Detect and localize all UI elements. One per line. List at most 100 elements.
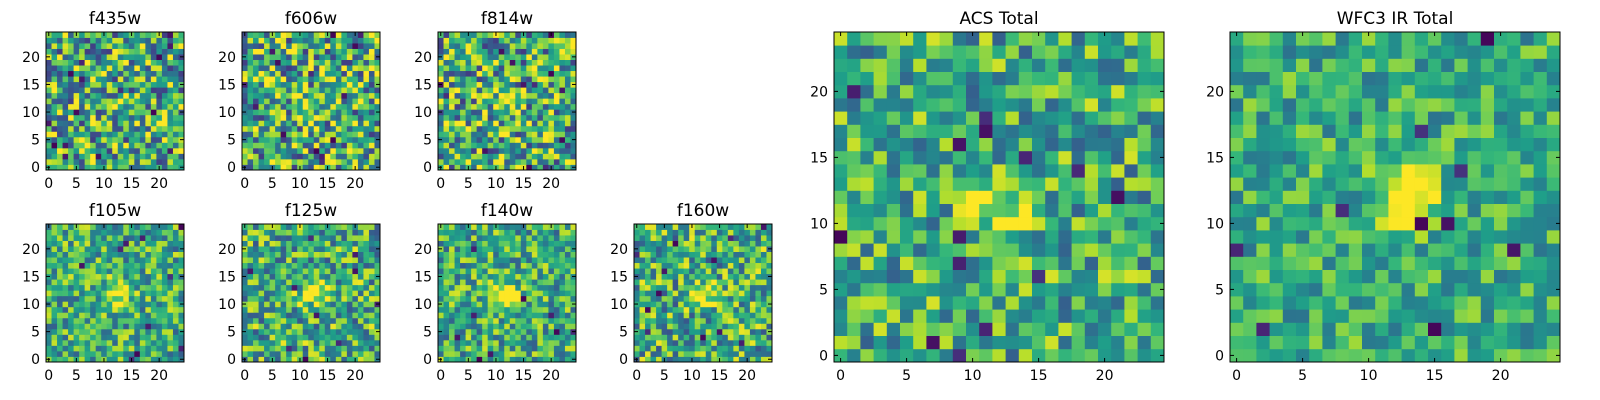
pixel-cell: [460, 356, 466, 363]
pixel-cell: [84, 356, 91, 363]
pixel-cell: [73, 301, 80, 308]
x-tick-label: 20: [346, 368, 364, 384]
pixel-cell: [330, 32, 337, 38]
x-tick-label: 20: [738, 368, 756, 384]
pixel-cell: [68, 136, 74, 143]
pixel-cell: [860, 309, 874, 323]
pixel-cell: [308, 37, 315, 44]
pixel-cell: [308, 328, 315, 335]
pixel-cell: [73, 257, 80, 264]
pixel-cell: [139, 81, 146, 88]
pixel-cell: [247, 158, 254, 165]
pixel-cell: [520, 279, 527, 286]
pixel-cell: [291, 103, 298, 110]
pixel-cell: [493, 54, 500, 60]
pixel-cell: [117, 295, 124, 302]
pixel-cell: [79, 257, 86, 264]
pixel-cell: [504, 251, 511, 258]
pixel-cell: [280, 59, 287, 66]
pixel-cell: [145, 257, 152, 264]
pixel-cell: [101, 273, 108, 280]
pixel-cell: [123, 32, 130, 38]
pixel-cell: [559, 235, 566, 241]
pixel-cell: [526, 262, 533, 269]
pixel-cell: [722, 306, 729, 313]
pixel-cell: [913, 269, 927, 284]
pixel-cell: [443, 131, 450, 138]
pixel-cell: [357, 273, 364, 280]
pixel-cell: [564, 103, 571, 110]
pixel-cell: [471, 37, 478, 44]
pixel-cell: [449, 54, 455, 60]
pixel-cell: [700, 317, 707, 324]
pixel-cell: [509, 284, 516, 291]
pixel-cell: [766, 229, 773, 236]
pixel-cell: [711, 251, 718, 258]
pixel-cell: [253, 279, 259, 286]
pixel-cell: [553, 103, 560, 110]
pixel-cell: [106, 317, 113, 324]
pixel-cell: [128, 120, 135, 127]
pixel-cell: [504, 48, 511, 55]
pixel-cell: [269, 246, 276, 252]
pixel-cell: [363, 87, 370, 94]
pixel-cell: [95, 54, 102, 60]
pixel-cell: [79, 334, 86, 341]
pixel-cell: [570, 59, 577, 66]
pixel-cell: [106, 295, 113, 302]
pixel-cell: [178, 43, 185, 49]
pixel-cell: [73, 114, 80, 121]
pixel-cell: [465, 229, 472, 236]
pixel-cell: [335, 65, 342, 72]
pixel-cell: [1071, 348, 1086, 363]
pixel-cell: [269, 350, 276, 357]
pixel-cell: [661, 334, 668, 341]
pixel-cell: [705, 290, 712, 297]
pixel-cell: [269, 339, 276, 346]
pixel-cell: [683, 284, 690, 291]
pixel-cell: [112, 87, 119, 94]
pixel-cell: [247, 273, 254, 280]
pixel-cell: [559, 37, 566, 44]
pixel-cell: [650, 312, 657, 319]
pixel-cell: [1124, 335, 1138, 350]
pixel-cell: [487, 251, 494, 258]
pixel-cell: [346, 70, 353, 77]
pixel-cell: [749, 345, 756, 352]
pixel-cell: [564, 153, 571, 160]
pixel-cell: [335, 235, 342, 241]
pixel-cell: [139, 257, 146, 264]
pixel-cell: [286, 87, 293, 94]
pixel-cell: [106, 257, 113, 264]
pixel-cell: [465, 235, 472, 241]
pixel-cell: [1058, 269, 1072, 284]
pixel-cell: [247, 229, 254, 236]
pixel-cell: [476, 257, 483, 264]
pixel-cell: [291, 224, 298, 230]
pixel-cell: [247, 32, 254, 38]
pixel-cell: [68, 301, 74, 308]
pixel-cell: [313, 306, 320, 313]
pixel-cell: [161, 290, 168, 297]
pixel-cell: [46, 70, 52, 77]
pixel-cell: [465, 43, 472, 49]
pixel-cell: [711, 235, 718, 241]
pixel-cell: [62, 262, 69, 269]
pixel-cell: [487, 229, 494, 236]
pixel-cell: [553, 164, 560, 171]
pixel-cell: [672, 317, 679, 324]
pixel-cell: [308, 164, 315, 171]
pixel-cell: [247, 279, 254, 286]
pixel-cell: [482, 153, 489, 160]
pixel-cell: [150, 317, 157, 324]
pixel-cell: [716, 312, 723, 319]
pixel-cell: [57, 334, 63, 341]
pixel-cell: [123, 251, 130, 258]
pixel-cell: [711, 229, 718, 236]
pixel-cell: [711, 356, 718, 363]
pixel-cell: [128, 136, 135, 143]
pixel-cell: [438, 125, 444, 132]
pixel-cell: [760, 350, 767, 357]
pixel-cell: [73, 290, 80, 297]
